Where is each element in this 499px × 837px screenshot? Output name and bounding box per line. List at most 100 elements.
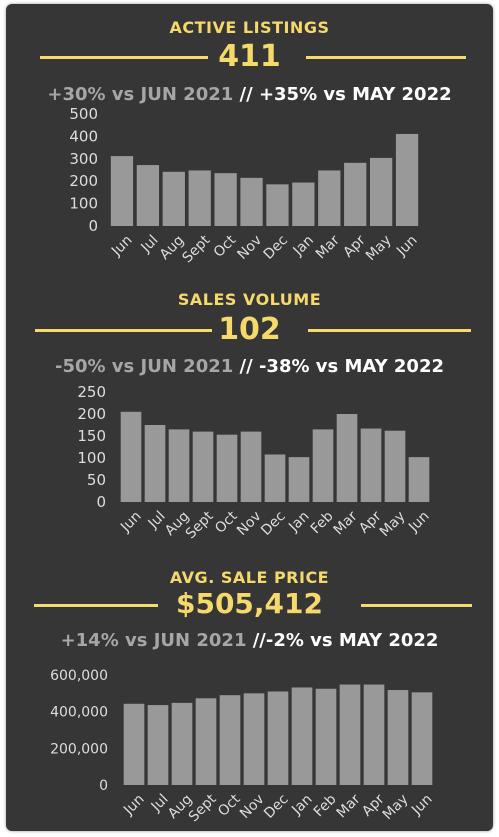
bar (147, 705, 169, 785)
x-tick-label: Apr (340, 232, 369, 261)
bar (344, 162, 367, 226)
bar (110, 156, 134, 226)
bar (171, 702, 193, 785)
comparison-text: -50% vs JUN 2021 // -38% vs MAY 2022 (6, 356, 493, 377)
x-tick-label: Jun (108, 232, 135, 259)
y-tick-label: 600,000 (50, 668, 108, 684)
yoy-change: -50% vs JUN 2021 (54, 356, 240, 377)
y-tick-label: 300 (69, 150, 98, 168)
comparison-text: +14% vs JUN 2021 //-2% vs MAY 2022 (6, 630, 493, 651)
y-tick-label: 50 (87, 471, 106, 489)
bar (411, 692, 433, 785)
x-tick-label: May (363, 232, 395, 264)
bar (318, 170, 341, 226)
x-tick-label: Dec (258, 508, 288, 538)
y-tick-label: 200 (69, 172, 98, 190)
x-tick-label: Nov (234, 508, 265, 539)
x-tick-label: Dec (261, 791, 291, 821)
divider-line-right (306, 56, 466, 59)
x-tick-label: Oct (215, 791, 244, 820)
x-tick-label: Sept (179, 232, 213, 266)
x-tick-label: Nov (235, 232, 266, 263)
y-tick-label: 500 (69, 105, 98, 123)
y-tick-label: 250 (77, 383, 106, 401)
mom-change: // -38% vs MAY 2022 (239, 356, 444, 377)
x-tick-label: Jan (288, 791, 315, 818)
x-tick-label: May (377, 508, 409, 540)
bar (123, 703, 145, 785)
mom-change: // +35% vs MAY 2022 (239, 84, 452, 105)
divider-line-left (40, 56, 208, 59)
headline-value: $505,412 (175, 587, 323, 620)
yoy-change: +30% vs JUN 2021 (47, 84, 240, 105)
section-title: AVG. SALE PRICE (169, 568, 330, 587)
bar (408, 457, 430, 502)
y-tick-label: 100 (69, 195, 98, 213)
bar (240, 431, 262, 502)
bar (291, 687, 313, 785)
x-tick-label: Mar (313, 232, 343, 262)
y-tick-label: 150 (77, 427, 106, 445)
bar (336, 414, 358, 502)
x-tick-label: Jan (290, 232, 317, 259)
bar (219, 695, 241, 785)
y-tick-label: 100 (77, 449, 106, 467)
bar (188, 170, 211, 226)
mom-change: //-2% vs MAY 2022 (252, 630, 439, 651)
x-tick-label: Oct (212, 508, 241, 537)
bar (162, 171, 185, 226)
bar (240, 177, 263, 226)
bar (395, 133, 419, 226)
bar (369, 157, 393, 226)
comparison-text: +30% vs JUN 2021 // +35% vs MAY 2022 (6, 84, 493, 105)
y-tick-label: 200 (77, 405, 106, 423)
divider-line-left (34, 604, 158, 607)
x-tick-label: Jun (117, 508, 144, 535)
y-tick-label: 0 (99, 778, 108, 794)
avg-sale-price-section: AVG. SALE PRICE $505,412 +14% vs JUN 202… (6, 554, 493, 831)
y-tick-label: 200,000 (50, 741, 108, 757)
headline-value: 102 (218, 312, 281, 347)
x-tick-label: Jun (408, 791, 435, 818)
x-tick-label: May (380, 791, 412, 823)
bar (288, 457, 310, 502)
bar (315, 688, 337, 785)
section-title: ACTIVE LISTINGS (169, 18, 330, 37)
sales-volume-section: SALES VOLUME 102 -50% vs JUN 2021 // -38… (6, 274, 493, 554)
x-tick-label: Feb (308, 508, 337, 537)
bar (363, 684, 385, 785)
divider-line-right (361, 604, 472, 607)
bar (192, 431, 214, 502)
bar (339, 684, 361, 785)
x-tick-label: Jun (393, 232, 420, 259)
bar (216, 434, 238, 502)
divider-line-right (308, 329, 471, 332)
bar (384, 430, 406, 502)
bar (136, 165, 160, 226)
bar (312, 429, 334, 502)
active-listings-section: ACTIVE LISTINGS 411 +30% vs JUN 2021 // … (6, 4, 493, 274)
x-tick-label: Oct (211, 232, 240, 261)
x-tick-label: Jan (285, 508, 312, 535)
bar (195, 698, 217, 785)
x-tick-label: Jun (120, 791, 147, 818)
bar (264, 454, 286, 502)
bar (266, 184, 289, 226)
bar (214, 173, 237, 226)
bar (387, 690, 409, 785)
x-tick-label: Feb (311, 791, 340, 820)
bar (267, 691, 289, 785)
bar (243, 693, 265, 785)
bar (168, 429, 190, 502)
y-tick-label: 400,000 (50, 705, 108, 721)
y-tick-label: 0 (88, 217, 98, 235)
x-tick-label: Dec (261, 232, 291, 262)
bar (360, 428, 382, 502)
x-tick-label: Nov (237, 791, 268, 822)
section-title: SALES VOLUME (177, 290, 322, 309)
y-tick-label: 0 (96, 493, 106, 511)
x-tick-label: Mar (334, 791, 364, 821)
